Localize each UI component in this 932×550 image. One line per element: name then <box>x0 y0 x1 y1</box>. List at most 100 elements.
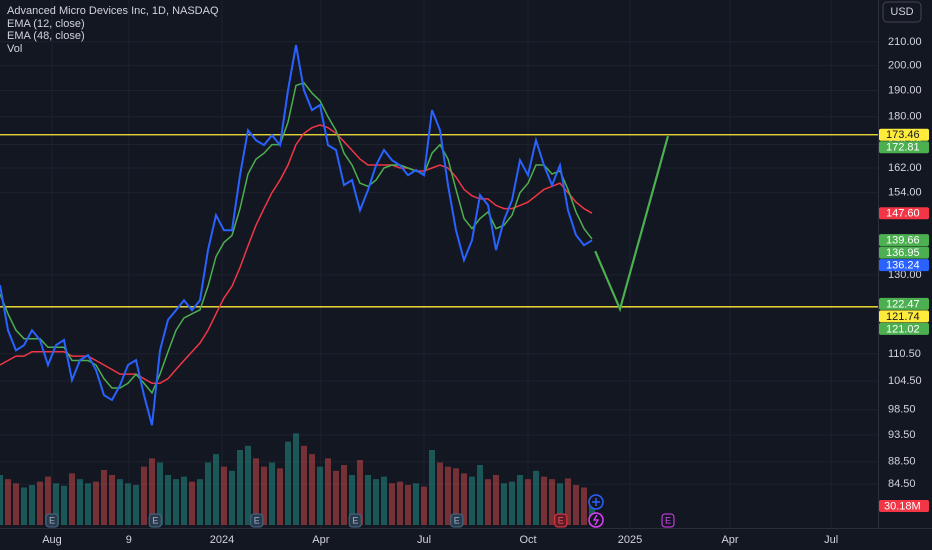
volume-bar <box>293 433 299 525</box>
event-icon <box>592 514 600 526</box>
x-tick-label: Jul <box>417 534 431 546</box>
volume-bar <box>445 466 451 525</box>
volume-bar <box>117 479 123 525</box>
price-marker <box>879 141 929 154</box>
price-marker-label: 139.66 <box>886 234 920 246</box>
volume-bar <box>157 462 163 525</box>
currency-button[interactable] <box>882 1 922 23</box>
volume-bar <box>149 458 155 525</box>
volume-bar <box>189 481 195 525</box>
volume-bar <box>389 483 395 525</box>
volume-bar <box>45 476 51 525</box>
currency-label[interactable]: USD <box>890 6 913 18</box>
volume-bar <box>181 476 187 525</box>
y-tick-label: 93.50 <box>888 429 916 441</box>
y-tick-label: 200.00 <box>888 59 922 71</box>
earnings-icon <box>348 513 362 528</box>
price-marker <box>879 234 929 247</box>
volume-bar <box>509 481 515 525</box>
volume-bar <box>533 470 539 525</box>
volume-bar <box>133 485 139 525</box>
price-marker <box>879 310 929 323</box>
price-marker-label: 147.60 <box>886 208 920 220</box>
volume-bar <box>0 475 3 525</box>
volume-bar <box>37 481 43 525</box>
chart-title: Advanced Micro Devices Inc, 1D, NASDAQ <box>7 5 219 17</box>
volume-bar <box>421 486 427 525</box>
volume-bar <box>381 476 387 525</box>
price-marker-label: 136.95 <box>886 247 920 259</box>
event-icon <box>592 498 600 506</box>
price-marker-label: 121.74 <box>886 311 920 323</box>
price-marker <box>879 297 929 310</box>
y-tick-label: 98.50 <box>888 404 916 416</box>
earnings-label: E <box>352 515 358 525</box>
volume-bar <box>325 458 331 525</box>
earnings-icon <box>450 513 464 528</box>
x-tick-label: Apr <box>312 534 329 546</box>
volume-bar <box>341 465 347 525</box>
volume-bar <box>469 476 475 525</box>
volume-bar <box>301 445 307 525</box>
y-tick-label: 190.00 <box>888 84 922 96</box>
volume-bar <box>477 465 483 525</box>
volume-bar <box>277 468 283 525</box>
volume-bar <box>453 468 459 525</box>
earnings-icon <box>148 513 162 528</box>
volume-bar <box>333 470 339 525</box>
earnings-label: E <box>49 515 55 525</box>
ema-line <box>0 82 593 395</box>
volume-bar <box>541 476 547 525</box>
volume-bar <box>165 475 171 525</box>
volume-bar <box>485 479 491 525</box>
volume-bar <box>285 441 291 525</box>
volume-bar <box>29 485 35 525</box>
price-marker-label: 122.47 <box>886 298 920 310</box>
volume-bar <box>397 481 403 525</box>
legend-entry: EMA (48, close) <box>7 30 85 42</box>
volume-bar <box>261 466 267 525</box>
volume-bar <box>565 478 571 525</box>
volume-bar <box>253 458 259 525</box>
volume-bar <box>493 475 499 525</box>
grid <box>0 0 878 528</box>
y-tick-label: 154.00 <box>888 186 922 198</box>
projection-line <box>594 135 670 313</box>
x-tick-label: 2024 <box>210 534 234 546</box>
earnings-icon <box>661 513 675 528</box>
volume-bar <box>125 483 131 525</box>
volume-bar <box>517 475 523 525</box>
volume-marker <box>879 500 929 512</box>
y-tick-label: 130.00 <box>888 269 922 281</box>
volume-bar <box>245 445 251 525</box>
volume-bar <box>21 487 27 525</box>
legend-entry: EMA (12, close) <box>7 18 85 30</box>
volume-marker-label: 30.18M <box>884 500 921 512</box>
volume-bar <box>557 483 563 525</box>
y-tick-label: 110.50 <box>888 348 921 360</box>
price-marker-label: 136.24 <box>886 259 920 271</box>
volume-bar <box>93 481 99 525</box>
x-tick-label: Aug <box>42 534 62 546</box>
volume-bar <box>437 462 443 525</box>
volume-bar <box>69 473 75 525</box>
volume-bar <box>429 450 435 525</box>
price-marker-label: 173.46 <box>886 129 920 141</box>
volume-bar <box>349 475 355 525</box>
volume-bar <box>501 483 507 525</box>
volume-bar <box>77 479 83 525</box>
price-marker <box>879 246 929 259</box>
earnings-icon <box>250 513 264 528</box>
x-tick-label: Apr <box>721 534 738 546</box>
earnings-icon <box>45 513 59 528</box>
volume-bar <box>221 466 227 525</box>
volume-bar <box>109 475 115 525</box>
price-marker-label: 172.81 <box>886 142 920 154</box>
earnings-label: E <box>558 515 564 525</box>
y-tick-label: 84.50 <box>888 478 916 490</box>
volume-bar <box>213 454 219 525</box>
earnings-label: E <box>152 515 158 525</box>
volume-bar <box>101 470 107 525</box>
x-tick-label: Jul <box>824 534 838 546</box>
